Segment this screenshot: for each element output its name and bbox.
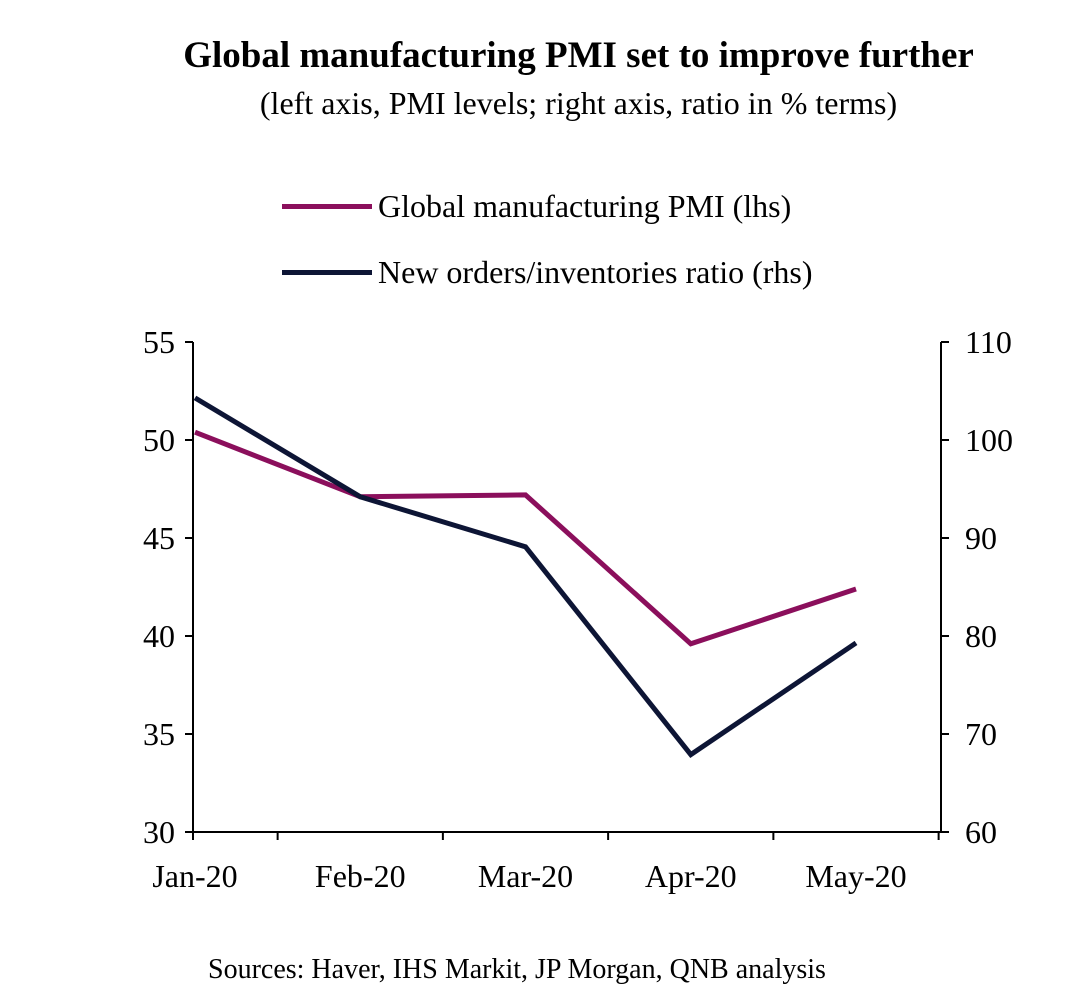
tick-labels: 55 50 45 40 35 30 110 100 90 80 70 60 Jan-20 Feb-20 Ma…: [143, 324, 1013, 894]
y-left-tick-label: 40: [143, 618, 175, 654]
chart-subtitle: (left axis, PMI levels; right axis, rati…: [259, 85, 898, 121]
x-tick-label: Apr-20: [645, 858, 737, 894]
chart-title: Global manufacturing PMI set to improve …: [183, 35, 974, 76]
y-right-tick-label: 70: [965, 716, 997, 752]
legend-item-pmi: Global manufacturing PMI (lhs): [282, 186, 791, 226]
legend-item-ratio: New orders/inventories ratio (rhs): [282, 252, 813, 292]
y-left-tick-label: 30: [143, 814, 175, 850]
x-tick-label: Feb-20: [315, 858, 406, 894]
y-right-tick-label: 80: [965, 618, 997, 654]
y-right-tick-label: 110: [965, 324, 1012, 360]
x-tick-label: May-20: [805, 858, 906, 894]
legend-label-pmi: Global manufacturing PMI (lhs): [378, 188, 792, 224]
y-left-tick-label: 45: [143, 520, 175, 556]
y-right-tick-label: 60: [965, 814, 997, 850]
series-line-pmi: [194, 429, 857, 647]
series-line-ratio: [193, 395, 858, 758]
y-right-tick-label: 90: [965, 520, 997, 556]
x-tick-label: Mar-20: [478, 858, 573, 894]
y-left-tick-label: 35: [143, 716, 175, 752]
y-left-tick-label: 55: [143, 324, 175, 360]
source-note: Sources: Haver, IHS Markit, JP Morgan, Q…: [208, 954, 826, 985]
y-right-tick-label: 100: [965, 422, 1013, 458]
x-tick-label: Jan-20: [152, 858, 237, 894]
legend-label-ratio: New orders/inventories ratio (rhs): [378, 254, 813, 290]
series-lines: [193, 395, 858, 758]
axes: [185, 341, 949, 840]
y-left-tick-label: 50: [143, 422, 175, 458]
legend-swatch-ratio: [282, 269, 372, 275]
legend-swatch-pmi: [282, 203, 372, 209]
